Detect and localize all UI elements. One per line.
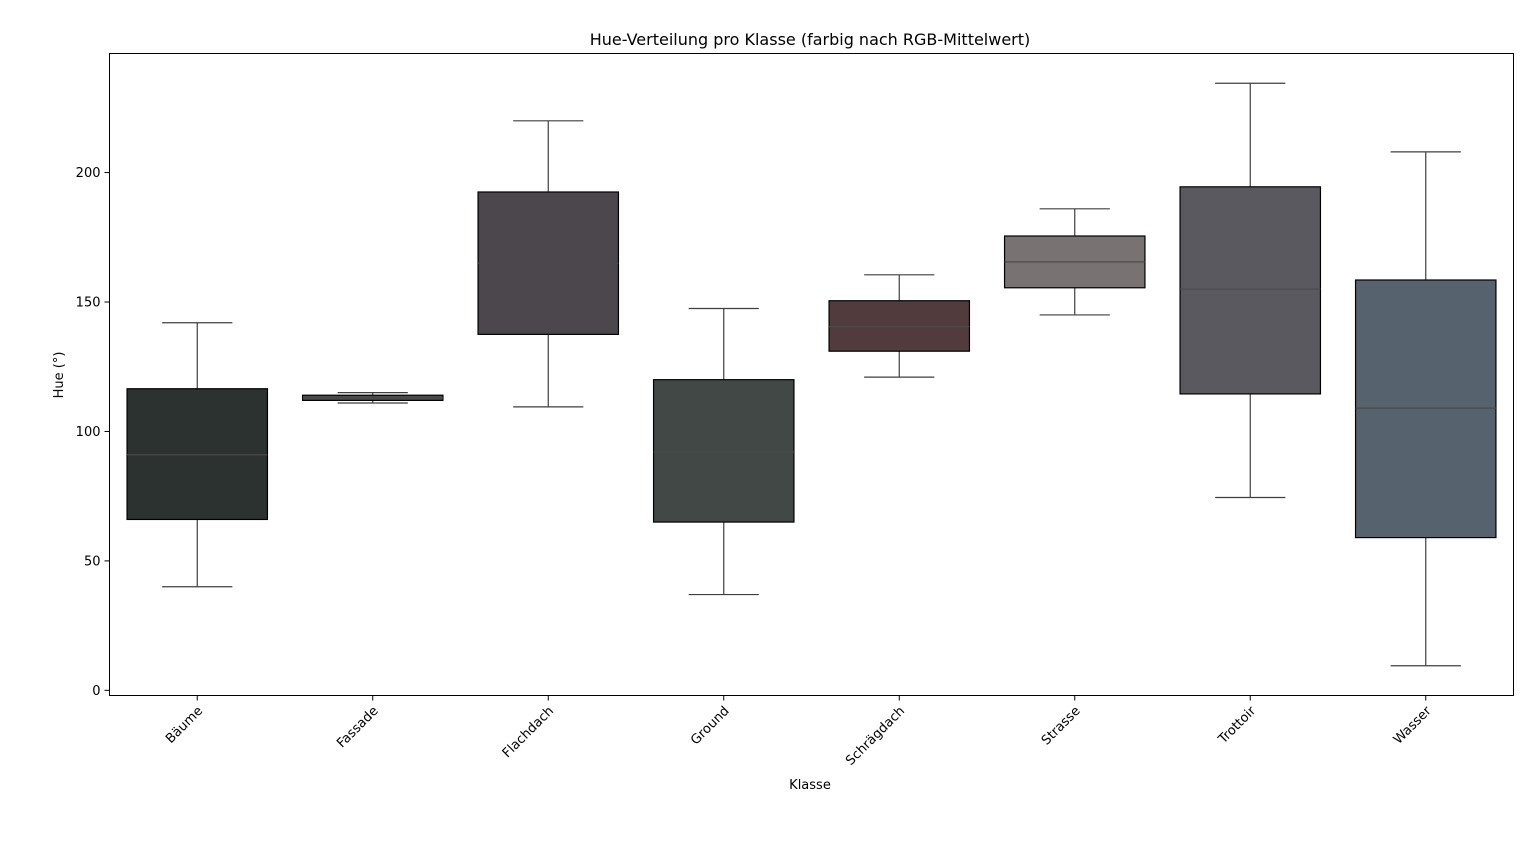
box-group	[1354, 151, 1497, 667]
x-axis-label: Klasse	[789, 778, 831, 793]
box-group	[477, 120, 620, 408]
y-tick-label: 100	[76, 425, 101, 440]
x-axis: Bäume Fassade Flachdach Ground Schrägdach Str…	[163, 695, 1435, 769]
x-tick-label: Schrägdach	[843, 704, 908, 769]
y-tick-label: 0	[92, 684, 100, 699]
box-group	[1003, 208, 1146, 316]
y-axis-label: Hue (°)	[52, 352, 67, 399]
box-group	[301, 392, 444, 404]
plot-area	[126, 82, 1497, 667]
box-group	[652, 307, 795, 596]
box-iqr	[828, 300, 971, 352]
y-axis: 0 50 100 150 200	[76, 166, 110, 699]
box-group	[1179, 82, 1322, 499]
plot-frame	[109, 53, 1514, 696]
x-tick-label: Bäume	[163, 704, 206, 747]
x-tick-label: Flachdach	[500, 704, 557, 761]
box-iqr	[1179, 186, 1322, 395]
box-group	[828, 274, 971, 378]
y-tick-label: 50	[84, 554, 101, 569]
x-tick-label: Strasse	[1039, 704, 1084, 749]
y-tick-label: 150	[76, 296, 101, 311]
chart-title: Hue-Verteilung pro Klasse (farbig nach R…	[590, 30, 1031, 49]
x-tick-label: Ground	[688, 704, 732, 748]
box-iqr	[1354, 279, 1497, 539]
box-iqr	[652, 379, 795, 523]
y-tick-label: 200	[76, 166, 101, 181]
x-tick-label: Trottoir	[1215, 703, 1259, 747]
x-tick-label: Wasser	[1391, 703, 1435, 747]
box-iqr	[126, 388, 269, 521]
box-group	[126, 322, 269, 588]
x-tick-label: Fassade	[334, 704, 381, 751]
